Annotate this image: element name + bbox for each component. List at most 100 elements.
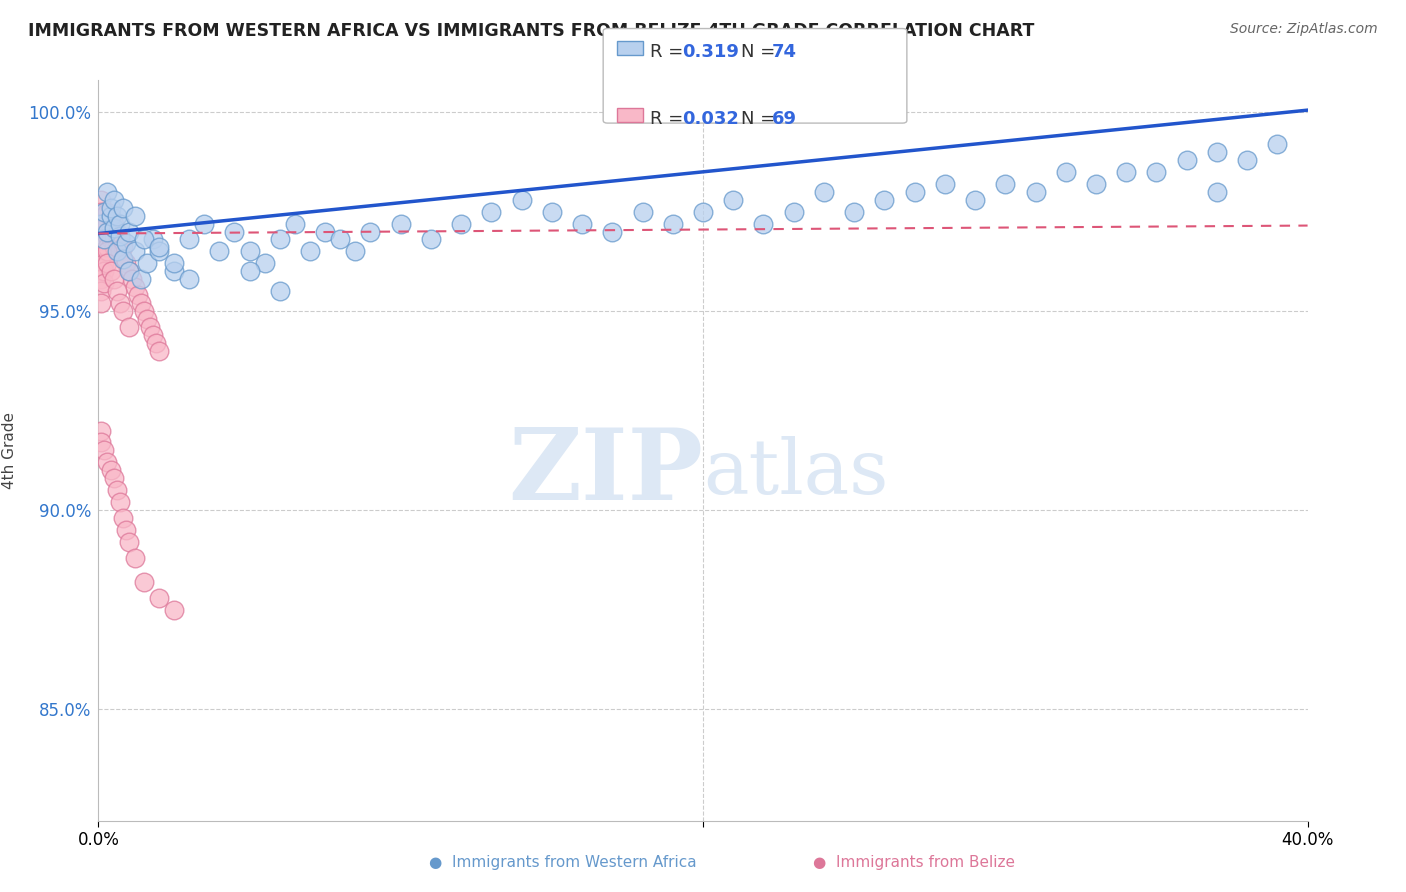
Point <box>124 280 146 294</box>
Point <box>96 217 118 231</box>
Point <box>100 209 122 223</box>
Point <box>163 256 186 270</box>
Point <box>145 336 167 351</box>
Point <box>90 217 112 231</box>
Point <box>96 225 118 239</box>
Point <box>284 217 307 231</box>
Point <box>96 228 118 243</box>
Point <box>179 272 201 286</box>
Point <box>1175 153 1198 167</box>
Point <box>111 511 134 525</box>
Point <box>208 244 231 259</box>
Point <box>90 296 112 310</box>
Point <box>904 185 927 199</box>
Point <box>481 204 503 219</box>
Point <box>93 256 115 270</box>
Point <box>90 435 112 450</box>
Point <box>100 220 122 235</box>
Point <box>93 232 115 246</box>
Point <box>100 463 122 477</box>
Point <box>148 343 170 358</box>
Point <box>148 591 170 605</box>
Point <box>100 264 122 278</box>
Point <box>723 193 745 207</box>
Point <box>108 296 131 310</box>
Point <box>965 193 987 207</box>
Point <box>90 424 112 438</box>
Point <box>163 264 186 278</box>
Text: ZIP: ZIP <box>508 425 703 521</box>
Point <box>103 471 125 485</box>
Point <box>103 228 125 243</box>
Point <box>103 272 125 286</box>
Point <box>121 272 143 286</box>
Point <box>93 264 115 278</box>
Point <box>93 244 115 259</box>
Point <box>108 228 131 243</box>
Point <box>111 252 134 267</box>
Point <box>108 217 131 231</box>
Point <box>111 240 134 254</box>
Point <box>253 256 276 270</box>
Text: 69: 69 <box>772 110 797 128</box>
Point <box>124 209 146 223</box>
Point <box>100 209 122 223</box>
Point <box>90 240 112 254</box>
Point <box>1085 177 1108 191</box>
Point <box>90 193 112 207</box>
Point <box>299 244 322 259</box>
Point <box>90 204 112 219</box>
Point <box>135 312 157 326</box>
Point <box>105 209 128 223</box>
Text: 74: 74 <box>772 43 797 61</box>
Point <box>96 240 118 254</box>
Point <box>105 244 128 259</box>
Point <box>934 177 956 191</box>
Point <box>93 204 115 219</box>
Point <box>420 232 443 246</box>
Point <box>571 217 593 231</box>
Point <box>873 193 896 207</box>
Point <box>108 244 131 259</box>
Point <box>96 185 118 199</box>
Point <box>118 264 141 278</box>
Text: atlas: atlas <box>703 435 889 509</box>
Point <box>329 232 352 246</box>
Point <box>90 264 112 278</box>
Text: ●  Immigrants from Western Africa: ● Immigrants from Western Africa <box>429 855 696 870</box>
Point <box>148 240 170 254</box>
Text: R =: R = <box>650 43 689 61</box>
Point <box>360 225 382 239</box>
Point <box>127 288 149 302</box>
Point <box>142 232 165 246</box>
Point <box>114 236 136 251</box>
Point <box>90 272 112 286</box>
Point <box>90 228 112 243</box>
Point <box>224 225 246 239</box>
Text: N =: N = <box>741 110 780 128</box>
Point <box>844 204 866 219</box>
Point <box>142 328 165 343</box>
Point <box>114 256 136 270</box>
Point <box>105 236 128 251</box>
Point <box>124 550 146 565</box>
Point <box>103 240 125 254</box>
Point <box>752 217 775 231</box>
Point <box>100 232 122 246</box>
Point <box>103 193 125 207</box>
Point <box>90 217 112 231</box>
Point <box>269 232 291 246</box>
Point <box>269 285 291 299</box>
Point <box>93 220 115 235</box>
Point <box>118 264 141 278</box>
Point <box>1024 185 1046 199</box>
Text: 0.319: 0.319 <box>682 43 738 61</box>
Point <box>132 232 155 246</box>
Point <box>1054 165 1077 179</box>
Point <box>602 225 624 239</box>
Point <box>1236 153 1258 167</box>
Point <box>389 217 412 231</box>
Point <box>118 320 141 334</box>
Point <box>108 232 131 246</box>
Point <box>105 483 128 498</box>
